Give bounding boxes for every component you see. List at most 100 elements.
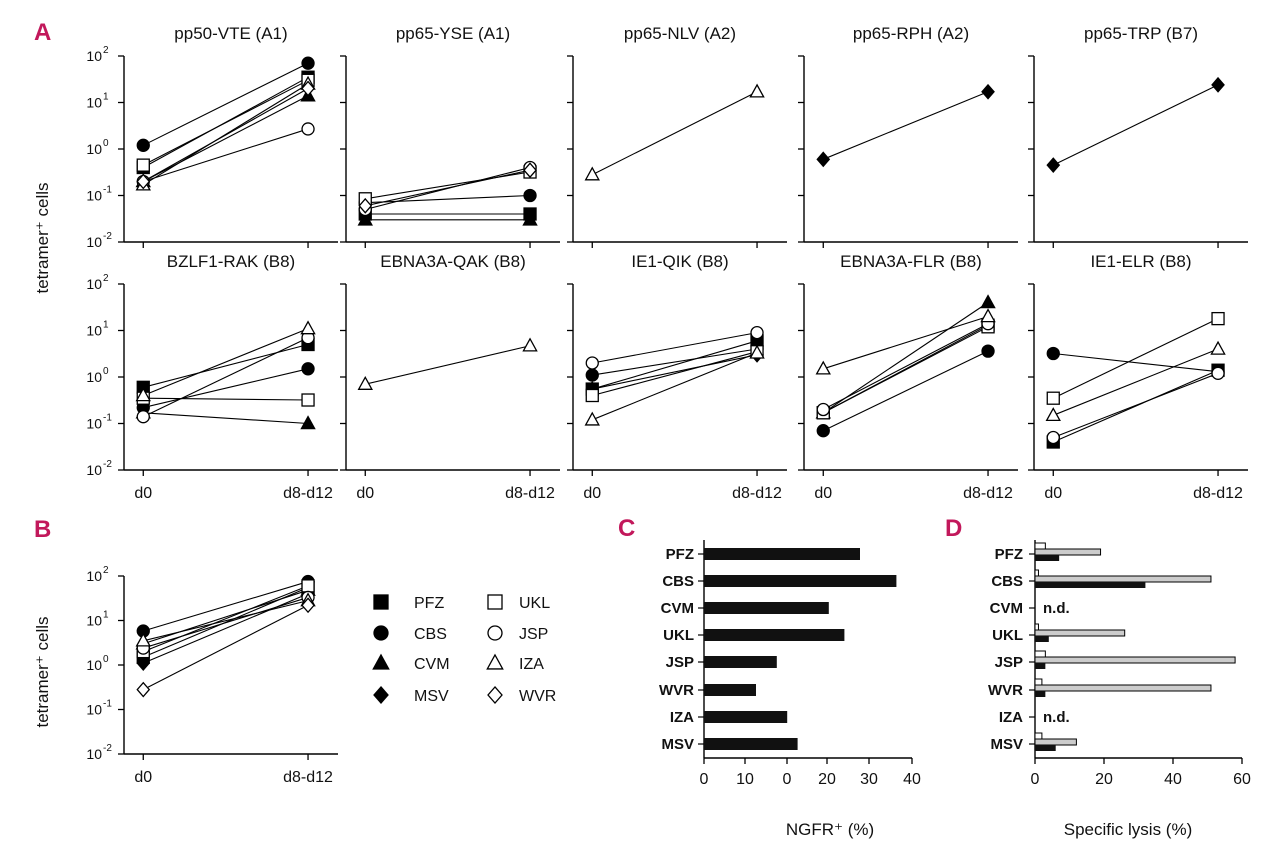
- x-tick-label-d0: d0: [134, 769, 152, 786]
- series-line-ukl: [592, 351, 758, 397]
- plot-ie1-elr-b8: d0 d8-d12 IE1-ELR (B8): [1028, 252, 1248, 502]
- x-tick-label-c: 0: [700, 771, 709, 788]
- category-label-cbs: CBS: [662, 573, 694, 590]
- x-tick-label-d: 40: [1164, 771, 1182, 788]
- y-tick-label: 10: [86, 188, 102, 204]
- series-line-msv: [143, 593, 309, 664]
- series-line-jsp: [1053, 372, 1219, 439]
- data-point-wvr: [358, 197, 373, 214]
- x-tick-label-d0: d0: [356, 485, 374, 502]
- y-tick-label: 10: [86, 702, 102, 718]
- y-tick-label: 10: [86, 323, 102, 339]
- legend-label-iza: IZA: [519, 656, 544, 673]
- data-point-iza: [522, 337, 538, 352]
- bar-msv: [704, 738, 798, 750]
- bar-small-wvr: [1034, 678, 1043, 686]
- legend-item-cvm: CVM: [372, 653, 450, 673]
- series-line-ukl: [143, 585, 309, 653]
- category-label-wvr: WVR: [988, 682, 1023, 699]
- series-line-wvr: [365, 169, 531, 207]
- panel-title-pp65-rph-a2: pp65-RPH (A2): [853, 24, 969, 43]
- y-tick-label: 10: [86, 48, 102, 64]
- bar-ukl: [704, 629, 845, 641]
- data-point-jsp: [1211, 366, 1225, 380]
- legend-item-jsp: JSP: [487, 625, 548, 643]
- category-label-ukl: UKL: [663, 627, 694, 644]
- y-tick-exponent: -1: [103, 185, 112, 196]
- series-line-cbs: [592, 348, 758, 376]
- panel-label-c: C: [618, 515, 635, 542]
- y-tick-label: 10: [86, 613, 102, 629]
- y-tick-exponent: -1: [103, 413, 112, 424]
- data-point-jsp: [750, 325, 764, 340]
- legend-label-cvm: CVM: [414, 656, 450, 673]
- y-tick-label: 10: [86, 276, 102, 292]
- bar-transduced-msv: [1035, 745, 1056, 751]
- y-tick-label: 10: [86, 568, 102, 584]
- category-label-cvm: CVM: [990, 600, 1023, 617]
- data-point-iza: [135, 387, 151, 402]
- legend-item-iza: IZA: [486, 653, 544, 673]
- data-point-ukl: [1046, 391, 1060, 405]
- x-tick-label-c: 40: [903, 771, 921, 788]
- data-point-cbs: [136, 138, 150, 152]
- x-axis-title-c: NGFR⁺ (%): [786, 820, 874, 839]
- y-tick-exponent: -2: [103, 743, 112, 754]
- y-tick-exponent: 1: [103, 610, 109, 621]
- legend-marker-wvr: [487, 685, 503, 705]
- legend-marker-pfz: [373, 594, 389, 610]
- bar-small-ukl: [1034, 623, 1039, 631]
- data-point-iza: [584, 411, 600, 426]
- series-line-cbs: [143, 62, 309, 146]
- series-line-ukl: [143, 397, 309, 401]
- panel-title-pp65-trp-b7: pp65-TRP (B7): [1084, 24, 1198, 43]
- y-tick-exponent: -2: [103, 231, 112, 242]
- series-line-msv: [592, 354, 758, 390]
- legend-marker-iza: [486, 653, 504, 670]
- category-label-wvr: WVR: [659, 682, 694, 699]
- bar-jsp: [704, 656, 777, 668]
- data-point-cbs: [301, 56, 315, 70]
- data-point-jsp: [816, 402, 830, 417]
- series-line-msv: [1053, 84, 1219, 166]
- data-point-msv: [136, 655, 151, 672]
- y-tick-exponent: 2: [103, 273, 109, 284]
- series-line-jsp: [592, 332, 758, 364]
- legend-item-cbs: CBS: [373, 625, 447, 643]
- panel-title-pp65-nlv-a2: pp65-NLV (A2): [624, 24, 736, 43]
- x-tick-label-c: 20: [818, 771, 836, 788]
- data-point-iza: [980, 308, 996, 323]
- legend-marker-ukl: [487, 594, 503, 610]
- data-point-iza: [357, 375, 373, 390]
- data-point-jsp: [585, 356, 599, 370]
- bar-transduced-pfz: [1035, 555, 1060, 561]
- category-label-cbs: CBS: [991, 573, 1023, 590]
- series-line-iza: [143, 328, 309, 397]
- data-point-cbs: [301, 362, 315, 376]
- category-label-msv: MSV: [990, 736, 1023, 753]
- series-line-cvm: [143, 95, 309, 182]
- bar-small-pfz: [1034, 542, 1046, 550]
- data-point-cbs: [981, 344, 995, 358]
- data-point-jsp: [1046, 430, 1060, 445]
- category-label-msv: MSV: [661, 736, 694, 753]
- y-tick-exponent: 0: [103, 138, 109, 149]
- legend: PFZ CBS CVM MSV UKL JSP IZA WVR: [372, 594, 556, 705]
- data-point-wvr: [301, 597, 315, 614]
- plot-ebna3a-flr-b8: d0 d8-d12 EBNA3A-FLR (B8): [798, 252, 1018, 502]
- data-point-cvm: [980, 294, 996, 309]
- x-tick-label-d8-d12: d8-d12: [732, 485, 782, 502]
- x-axis-title-d: Specific lysis (%): [1064, 820, 1192, 839]
- data-point-msv: [981, 83, 995, 100]
- panel-label-d: D: [945, 515, 962, 542]
- bar-cbs: [704, 575, 897, 587]
- y-tick-exponent: 0: [103, 366, 109, 377]
- legend-marker-cbs: [373, 625, 389, 641]
- plot-ebna3a-qak-b8: d0 d8-d12 EBNA3A-QAK (B8): [340, 252, 560, 502]
- legend-label-msv: MSV: [414, 688, 449, 705]
- data-point-cbs: [816, 424, 830, 438]
- y-tick-label: 10: [86, 462, 102, 478]
- data-point-ukl: [301, 579, 315, 593]
- series-line-cbs: [1053, 352, 1219, 373]
